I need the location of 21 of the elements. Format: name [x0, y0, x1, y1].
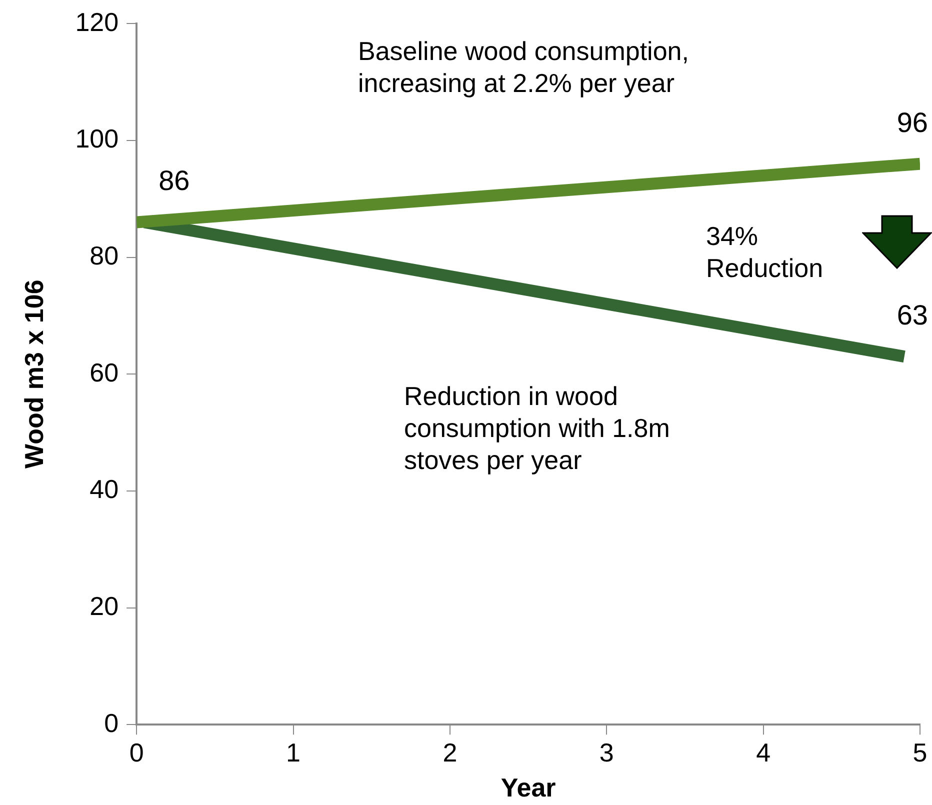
x-tick-label: 1 — [286, 737, 300, 768]
data-label: 96 — [896, 106, 928, 138]
y-axis-title: Wood m3 x 106 — [18, 280, 49, 469]
x-tick-label: 2 — [442, 737, 458, 768]
x-axis-title: Year — [500, 772, 556, 803]
y-tick-label: 80 — [90, 240, 119, 270]
y-tick-label: 120 — [75, 6, 119, 37]
y-tick-label: 60 — [90, 357, 119, 388]
data-label: 63 — [896, 300, 928, 331]
y-tick-label: 100 — [75, 124, 119, 154]
y-tick-label: 20 — [90, 590, 119, 621]
x-tick-label: 3 — [599, 737, 614, 768]
x-tick-label: 4 — [756, 737, 771, 768]
x-tick-label: 0 — [129, 737, 144, 768]
annotation: Reduction in wood consumption with 1.8m stoves per year — [404, 381, 670, 476]
y-tick-label: 40 — [90, 474, 119, 504]
data-label: 86 — [158, 165, 190, 196]
x-tick-label: 5 — [912, 737, 928, 768]
y-tick-label: 0 — [104, 708, 119, 738]
annotation: 34% Reduction — [706, 221, 824, 284]
annotation: Baseline wood consumption, increasing at 2.2% per year — [358, 36, 689, 98]
